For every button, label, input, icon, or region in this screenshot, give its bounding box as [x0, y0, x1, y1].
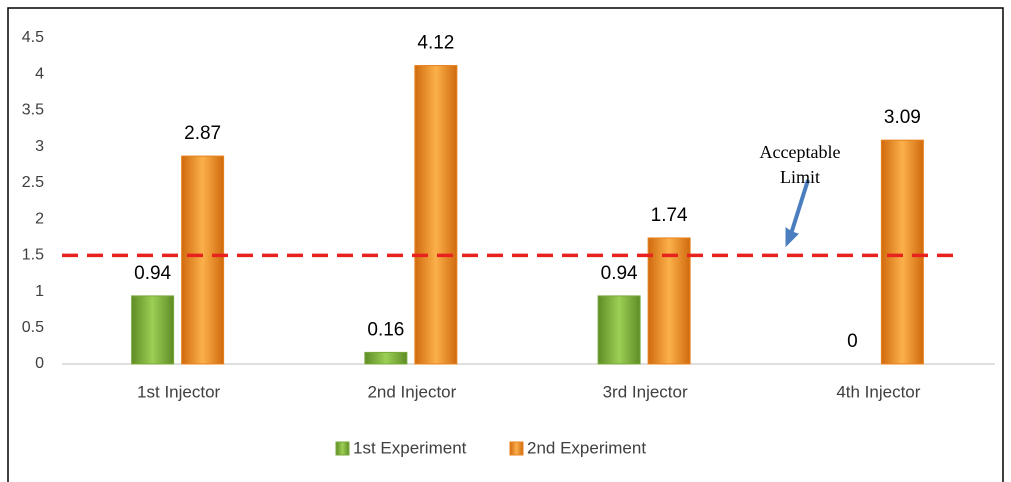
bar	[364, 351, 408, 365]
y-tick-label: 0	[35, 355, 44, 372]
value-label: 4.12	[417, 33, 454, 54]
bar	[131, 295, 175, 365]
value-label: 2.87	[184, 123, 221, 144]
y-tick-label: 1	[35, 283, 44, 300]
bar	[597, 295, 641, 365]
value-label: 3.09	[884, 107, 921, 128]
y-tick-label: 4.5	[22, 29, 44, 46]
y-tick-label: 2.5	[22, 174, 44, 191]
y-tick-label: 1.5	[22, 247, 44, 264]
y-tick-label: 4	[35, 65, 44, 82]
value-label: 0	[847, 331, 858, 352]
y-tick-label: 2	[35, 210, 44, 227]
value-label: 0.94	[134, 263, 171, 284]
value-label: 0.94	[601, 263, 638, 284]
x-tick-label: 3rd Injector	[603, 382, 688, 401]
x-tick-label: 1st Injector	[137, 382, 220, 401]
bar	[414, 65, 458, 365]
annotation: Limit	[780, 167, 820, 187]
annotation: Acceptable	[760, 142, 841, 162]
bar	[880, 139, 924, 365]
legend-label: 2nd Experiment	[527, 438, 646, 457]
arrow	[789, 179, 810, 235]
legend-label: 1st Experiment	[353, 438, 467, 457]
x-tick-label: 4th Injector	[836, 382, 920, 401]
legend-swatch	[509, 441, 524, 456]
legend-swatch	[335, 441, 350, 456]
bar	[181, 155, 225, 365]
y-tick-label: 3.5	[22, 102, 44, 119]
value-label: 0.16	[367, 319, 404, 340]
y-tick-label: 3	[35, 138, 44, 155]
y-tick-label: 0.5	[22, 319, 44, 336]
bar	[647, 237, 691, 365]
x-tick-label: 2nd Injector	[367, 382, 456, 401]
frame	[7, 7, 1004, 482]
value-label: 1.74	[651, 205, 688, 226]
